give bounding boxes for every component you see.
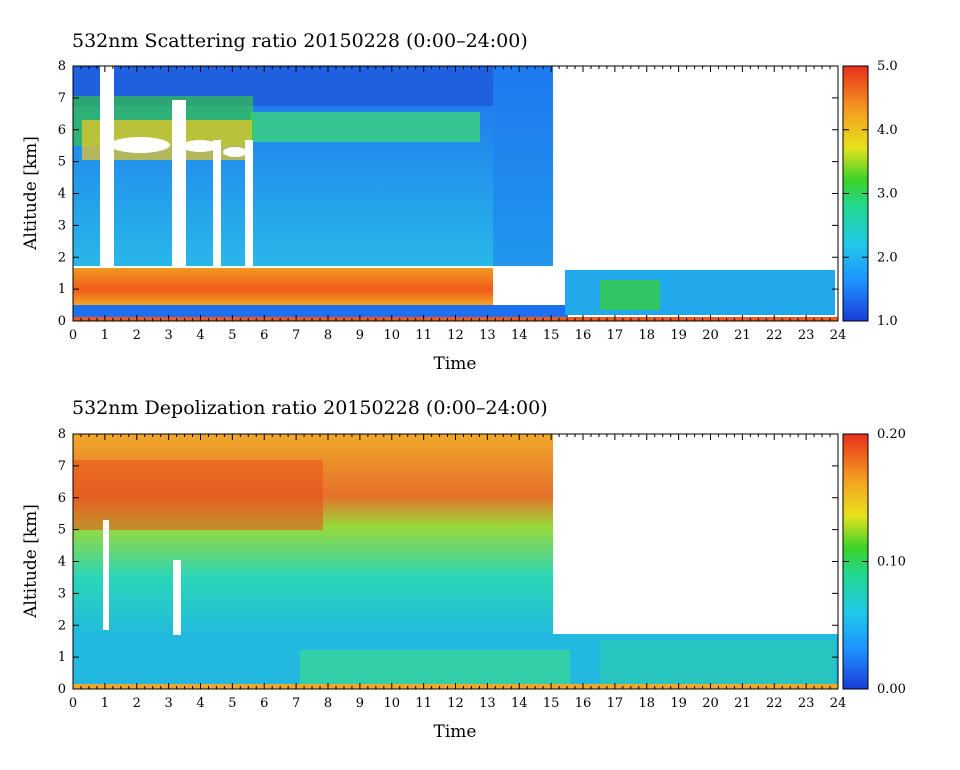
x-tick-label: 6 <box>260 696 268 711</box>
x-tick-label: 22 <box>766 696 783 711</box>
heatmap-image <box>73 66 838 321</box>
x-tick-label: 20 <box>702 328 719 343</box>
y-tick-label: 1 <box>58 282 66 297</box>
y-tick-label: 7 <box>58 91 66 106</box>
y-tick-label: 2 <box>58 250 66 265</box>
y-tick-label: 8 <box>58 427 66 442</box>
x-tick-label: 20 <box>702 696 719 711</box>
x-tick-label: 10 <box>383 696 400 711</box>
colorbar-ticks: 0.00 0.10 0.20 <box>843 427 906 697</box>
x-tick-label: 3 <box>164 696 172 711</box>
y-tick-label: 0 <box>58 314 66 329</box>
y-tick-label: 7 <box>58 459 66 474</box>
x-tick-label: 9 <box>356 696 364 711</box>
x-tick-label: 3 <box>164 328 172 343</box>
x-tick-label: 18 <box>638 696 655 711</box>
x-tick-label: 24 <box>830 696 847 711</box>
chart-title: 532nm Scattering ratio 20150228 (0:00–24… <box>72 30 528 52</box>
colorbar-tick-label: 1.0 <box>877 314 898 329</box>
y-tick-label: 5 <box>58 155 66 170</box>
y-tick-label: 6 <box>58 491 66 506</box>
x-tick-label: 19 <box>670 696 687 711</box>
x-tick-label: 15 <box>543 328 560 343</box>
y-axis: 0 1 2 3 4 5 6 7 8 <box>58 427 838 697</box>
x-tick-label: 17 <box>607 328 624 343</box>
x-tick-label: 14 <box>511 696 528 711</box>
x-tick-label: 12 <box>447 696 464 711</box>
depolarization-ratio-panel: 532nm Depolization ratio 20150228 (0:00–… <box>21 397 906 742</box>
x-tick-label: 0 <box>69 328 77 343</box>
x-tick-label: 11 <box>415 696 432 711</box>
x-tick-label: 21 <box>734 328 751 343</box>
colorbar-tick-label: 0.10 <box>877 555 906 570</box>
colorbar-tick-label: 0.20 <box>877 427 906 442</box>
x-tick-label: 14 <box>511 328 528 343</box>
y-tick-label: 5 <box>58 523 66 538</box>
y-tick-label: 3 <box>58 218 66 233</box>
x-tick-label: 16 <box>575 328 592 343</box>
heatmap-image <box>73 434 838 689</box>
x-tick-label: 8 <box>324 696 332 711</box>
x-tick-label: 19 <box>670 328 687 343</box>
x-axis: 0 1 2 3 4 5 6 7 8 9 10 11 12 13 14 15 16 17 18 19 20 21 22 23 24 <box>69 66 846 343</box>
colorbar-tick-label: 4.0 <box>877 123 898 138</box>
y-tick-label: 1 <box>58 650 66 665</box>
colorbar-tick-label: 2.0 <box>877 250 898 265</box>
y-tick-label: 4 <box>58 555 66 570</box>
colorbar-tick-label: 0.00 <box>877 682 906 697</box>
x-axis-label: Time <box>434 354 477 374</box>
y-axis-label: Altitude [km] <box>21 504 41 619</box>
x-tick-label: 1 <box>101 328 109 343</box>
x-tick-label: 22 <box>766 328 783 343</box>
x-tick-label: 5 <box>228 696 236 711</box>
x-tick-label: 11 <box>415 328 432 343</box>
y-tick-label: 2 <box>58 618 66 633</box>
colorbar-tick-label: 3.0 <box>877 187 898 202</box>
x-tick-label: 23 <box>798 696 815 711</box>
x-tick-label: 2 <box>133 328 141 343</box>
x-tick-label: 13 <box>479 696 496 711</box>
x-tick-label: 15 <box>543 696 560 711</box>
chart-title: 532nm Depolization ratio 20150228 (0:00–… <box>72 397 548 419</box>
x-tick-label: 5 <box>228 328 236 343</box>
colorbar-ticks: 1.0 2.0 3.0 4.0 5.0 <box>843 59 898 329</box>
x-tick-label: 13 <box>479 328 496 343</box>
y-tick-label: 6 <box>58 123 66 138</box>
x-axis: 0 1 2 3 4 5 6 7 8 9 10 11 12 13 14 15 16 17 18 19 20 21 22 23 24 <box>69 434 846 711</box>
y-tick-label: 4 <box>58 187 66 202</box>
x-tick-label: 23 <box>798 328 815 343</box>
y-axis: 0 1 2 3 4 5 6 7 8 <box>58 59 838 329</box>
x-tick-label: 12 <box>447 328 464 343</box>
y-tick-label: 3 <box>58 586 66 601</box>
scattering-ratio-panel: 532nm Scattering ratio 20150228 (0:00–24… <box>21 30 898 374</box>
y-axis-label: Altitude [km] <box>21 136 41 251</box>
x-tick-label: 7 <box>292 696 300 711</box>
x-axis-label: Time <box>434 722 477 742</box>
colorbar-tick-label: 5.0 <box>877 59 898 74</box>
x-tick-label: 24 <box>830 328 847 343</box>
x-tick-label: 4 <box>196 696 204 711</box>
x-tick-label: 0 <box>69 696 77 711</box>
y-tick-label: 0 <box>58 682 66 697</box>
x-tick-label: 6 <box>260 328 268 343</box>
x-tick-label: 7 <box>292 328 300 343</box>
x-tick-label: 9 <box>356 328 364 343</box>
x-tick-label: 8 <box>324 328 332 343</box>
y-tick-label: 8 <box>58 59 66 74</box>
x-tick-label: 16 <box>575 696 592 711</box>
x-tick-label: 4 <box>196 328 204 343</box>
x-tick-label: 17 <box>607 696 624 711</box>
x-tick-label: 18 <box>638 328 655 343</box>
x-tick-label: 21 <box>734 696 751 711</box>
x-tick-label: 1 <box>101 696 109 711</box>
x-tick-label: 2 <box>133 696 141 711</box>
x-tick-label: 10 <box>383 328 400 343</box>
